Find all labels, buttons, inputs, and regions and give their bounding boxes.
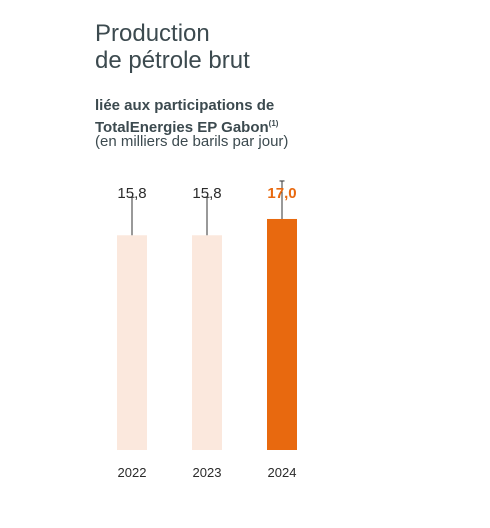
x-tick-label: 2022 (118, 465, 147, 480)
x-tick-label: 2024 (268, 465, 297, 480)
x-tick-label: 2023 (193, 465, 222, 480)
subtitle-line-1: liée aux participations de (95, 97, 275, 114)
footnote-marker: (1) (268, 119, 279, 128)
chart-subtitle: liée aux participations de TotalEnergies … (95, 97, 278, 137)
value-label: 15,8 (192, 185, 221, 202)
title-line-2: de pétrole brut (95, 47, 250, 74)
value-label: 17,0 (267, 185, 296, 202)
value-label: 15,8 (117, 185, 146, 202)
title-line-1: Production (95, 20, 210, 47)
subtitle-line-2: TotalEnergies EP Gabon (95, 119, 269, 136)
bar-2024 (267, 218, 297, 450)
chart-title: Production de pétrole brut (95, 20, 250, 74)
bar-2022 (117, 235, 147, 450)
unit-label: (en milliers de barils par jour) (95, 133, 289, 150)
bar-2023 (192, 235, 222, 450)
